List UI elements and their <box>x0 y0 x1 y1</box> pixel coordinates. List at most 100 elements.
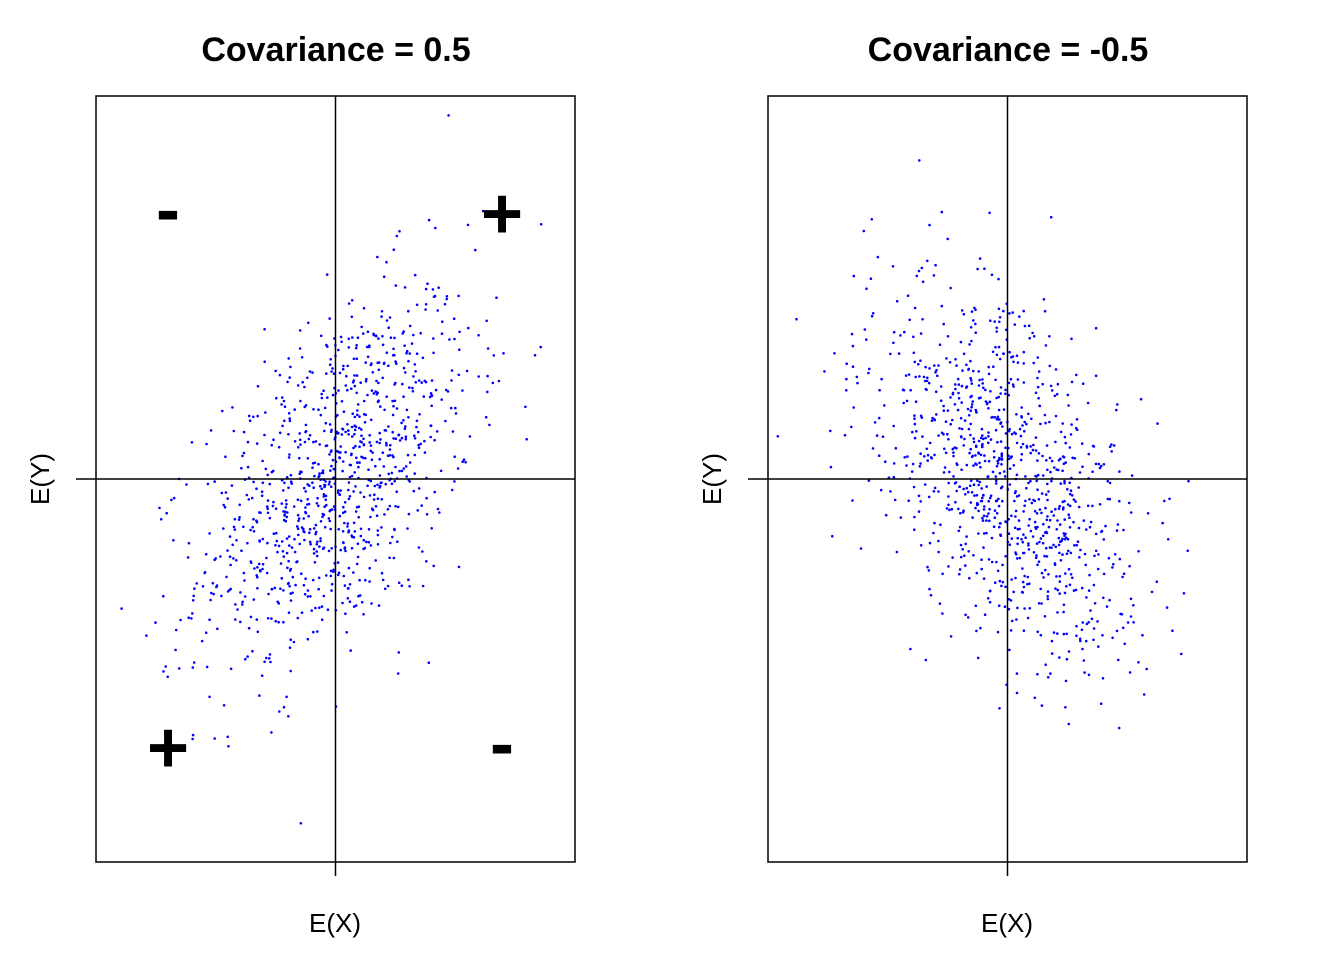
data-point <box>1129 597 1133 601</box>
data-point <box>300 470 303 474</box>
data-point <box>365 540 368 544</box>
data-point <box>998 525 1001 529</box>
data-point <box>288 419 292 423</box>
data-point <box>869 277 873 281</box>
data-point <box>354 444 357 448</box>
data-point <box>423 439 426 443</box>
data-point <box>179 618 182 622</box>
data-point <box>1163 499 1166 503</box>
data-point <box>362 538 366 542</box>
data-point <box>226 497 229 500</box>
data-point <box>164 665 167 668</box>
data-point <box>1028 607 1032 610</box>
data-point <box>926 259 929 263</box>
data-point <box>926 376 929 380</box>
data-point <box>347 488 350 492</box>
data-point <box>388 504 392 508</box>
data-point <box>1030 501 1034 505</box>
data-point <box>451 430 455 433</box>
data-point <box>1082 659 1086 662</box>
data-point <box>315 554 319 558</box>
data-point <box>1116 403 1119 406</box>
data-point <box>883 404 886 407</box>
data-point <box>851 499 854 502</box>
data-point <box>317 475 320 479</box>
data-point <box>829 465 833 469</box>
data-point <box>1015 691 1019 695</box>
data-point <box>1041 454 1044 458</box>
data-point <box>256 566 259 569</box>
data-point <box>302 517 306 520</box>
data-point <box>1021 442 1025 446</box>
data-point <box>226 549 229 552</box>
data-point <box>1014 509 1018 513</box>
data-point <box>935 413 938 416</box>
data-point <box>1010 537 1014 540</box>
data-point <box>1050 479 1053 483</box>
data-point <box>344 384 348 387</box>
data-point <box>899 516 903 519</box>
data-point <box>329 569 333 573</box>
data-point <box>960 427 964 431</box>
data-point <box>393 399 397 403</box>
data-point <box>253 567 256 570</box>
data-point <box>445 297 449 301</box>
data-point <box>1035 554 1038 557</box>
data-point <box>999 421 1003 424</box>
data-point <box>360 434 363 438</box>
data-point <box>995 326 998 330</box>
data-point <box>1056 632 1059 635</box>
data-point <box>282 510 285 513</box>
data-point <box>402 467 406 470</box>
data-point <box>1059 457 1062 461</box>
data-point <box>1086 504 1090 508</box>
data-point <box>383 408 386 412</box>
data-point <box>331 458 335 462</box>
data-point <box>915 430 918 433</box>
data-point <box>1033 520 1037 524</box>
data-point <box>949 422 952 426</box>
data-point <box>1044 546 1048 550</box>
data-point <box>1004 520 1008 524</box>
data-point <box>1070 423 1073 426</box>
data-point <box>1036 376 1039 380</box>
data-point <box>956 463 959 467</box>
data-point <box>948 470 951 474</box>
data-point <box>382 275 386 279</box>
data-point <box>961 369 964 372</box>
data-point <box>369 418 373 422</box>
data-point <box>356 461 359 464</box>
data-point <box>1010 432 1014 436</box>
data-point <box>946 237 949 241</box>
data-point <box>274 619 278 623</box>
data-point <box>1045 518 1049 522</box>
data-point <box>921 318 924 321</box>
data-point <box>322 495 326 498</box>
data-point <box>871 312 875 315</box>
data-point <box>964 564 967 567</box>
data-point <box>1121 575 1124 579</box>
data-point <box>1180 652 1183 656</box>
data-point <box>371 371 375 374</box>
data-point <box>1054 587 1057 590</box>
data-point <box>1048 335 1051 338</box>
data-point <box>954 481 958 484</box>
data-point <box>444 388 448 392</box>
data-point <box>1132 604 1135 607</box>
data-point <box>286 566 289 570</box>
data-point <box>412 489 416 493</box>
data-point <box>346 423 349 426</box>
data-point <box>374 464 377 468</box>
data-point <box>359 534 363 538</box>
data-point <box>239 591 242 594</box>
data-point <box>440 332 444 336</box>
data-point <box>1029 445 1032 448</box>
data-point <box>968 343 971 346</box>
data-point <box>187 616 190 619</box>
data-point <box>1186 549 1189 553</box>
data-point <box>1102 463 1106 466</box>
data-point <box>347 530 350 534</box>
data-point <box>855 375 859 379</box>
data-point <box>256 414 260 418</box>
data-point <box>366 355 370 359</box>
